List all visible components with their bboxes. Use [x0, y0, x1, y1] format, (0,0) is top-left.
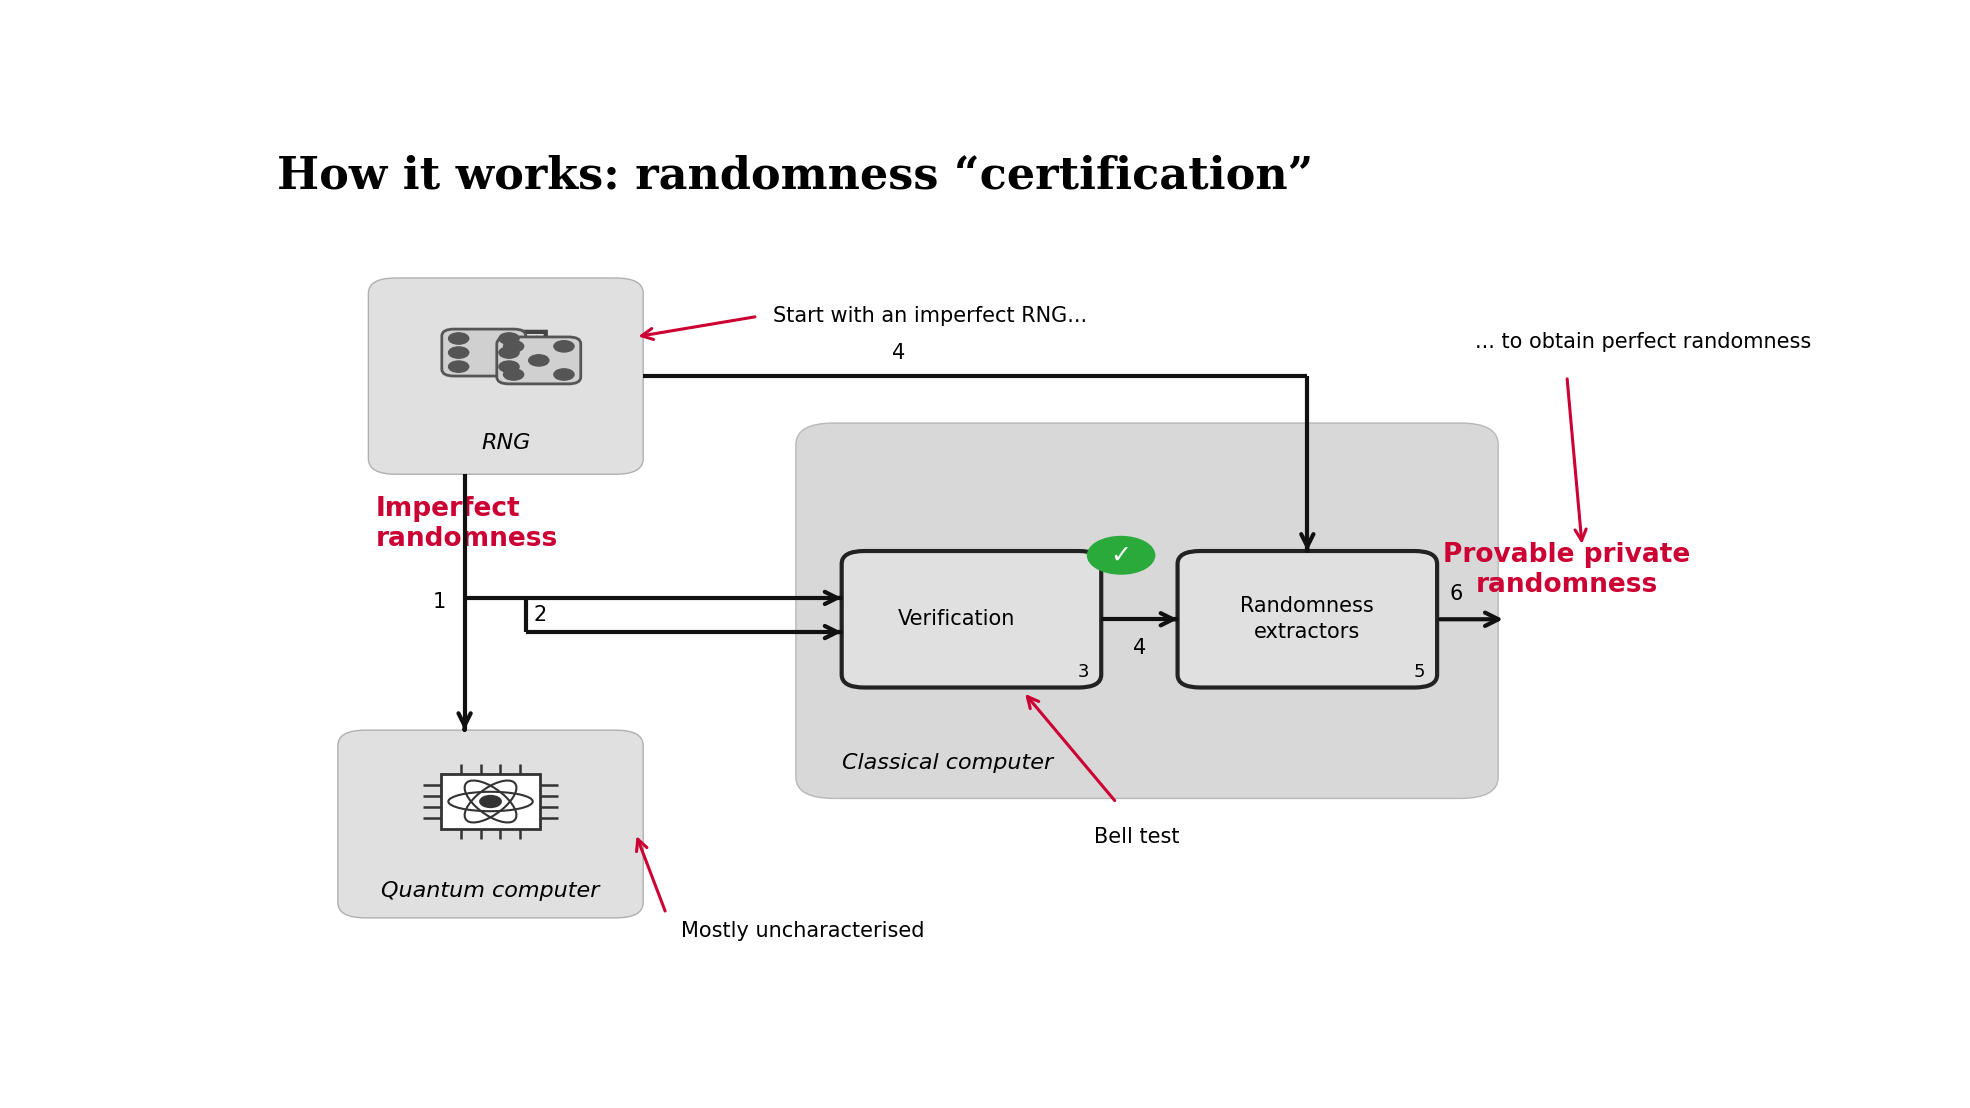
Circle shape	[449, 361, 469, 372]
FancyBboxPatch shape	[368, 278, 642, 474]
Text: 5: 5	[1412, 663, 1424, 680]
Text: How it works: randomness “certification”: How it works: randomness “certification”	[276, 154, 1314, 197]
Text: 6: 6	[1450, 584, 1462, 604]
Text: ✓: ✓	[1111, 543, 1131, 567]
Text: Randomness
extractors: Randomness extractors	[1241, 596, 1375, 643]
Text: Imperfect
randomness: Imperfect randomness	[376, 495, 558, 552]
Circle shape	[498, 347, 518, 358]
Circle shape	[554, 340, 573, 352]
Circle shape	[449, 332, 469, 345]
Text: Verification: Verification	[898, 609, 1015, 629]
Text: Start with an imperfect RNG...: Start with an imperfect RNG...	[772, 307, 1087, 327]
FancyBboxPatch shape	[496, 337, 581, 383]
Text: Provable private
randomness: Provable private randomness	[1444, 543, 1690, 598]
Circle shape	[449, 347, 469, 358]
FancyBboxPatch shape	[339, 730, 642, 917]
Text: Mostly uncharacterised: Mostly uncharacterised	[682, 921, 924, 941]
Circle shape	[504, 340, 524, 352]
Circle shape	[1087, 536, 1154, 574]
FancyBboxPatch shape	[841, 551, 1101, 687]
Text: 4: 4	[1133, 638, 1147, 658]
Text: 4: 4	[892, 343, 906, 363]
Text: 1: 1	[433, 592, 447, 613]
Text: ⚄⚅: ⚄⚅	[459, 327, 552, 379]
Circle shape	[481, 796, 500, 808]
Circle shape	[504, 369, 524, 380]
Text: RNG: RNG	[481, 433, 530, 453]
Text: ... to obtain perfect randomness: ... to obtain perfect randomness	[1476, 332, 1812, 352]
FancyBboxPatch shape	[796, 423, 1499, 799]
Text: Quantum computer: Quantum computer	[382, 881, 599, 901]
Circle shape	[498, 361, 518, 372]
FancyBboxPatch shape	[1178, 551, 1438, 687]
Circle shape	[498, 332, 518, 345]
Text: Bell test: Bell test	[1093, 827, 1180, 847]
Text: Classical computer: Classical computer	[841, 752, 1052, 773]
FancyBboxPatch shape	[441, 329, 526, 376]
Text: 2: 2	[534, 605, 546, 625]
Circle shape	[554, 369, 573, 380]
Circle shape	[528, 355, 550, 366]
FancyBboxPatch shape	[441, 773, 540, 829]
Text: 3: 3	[1078, 663, 1089, 680]
